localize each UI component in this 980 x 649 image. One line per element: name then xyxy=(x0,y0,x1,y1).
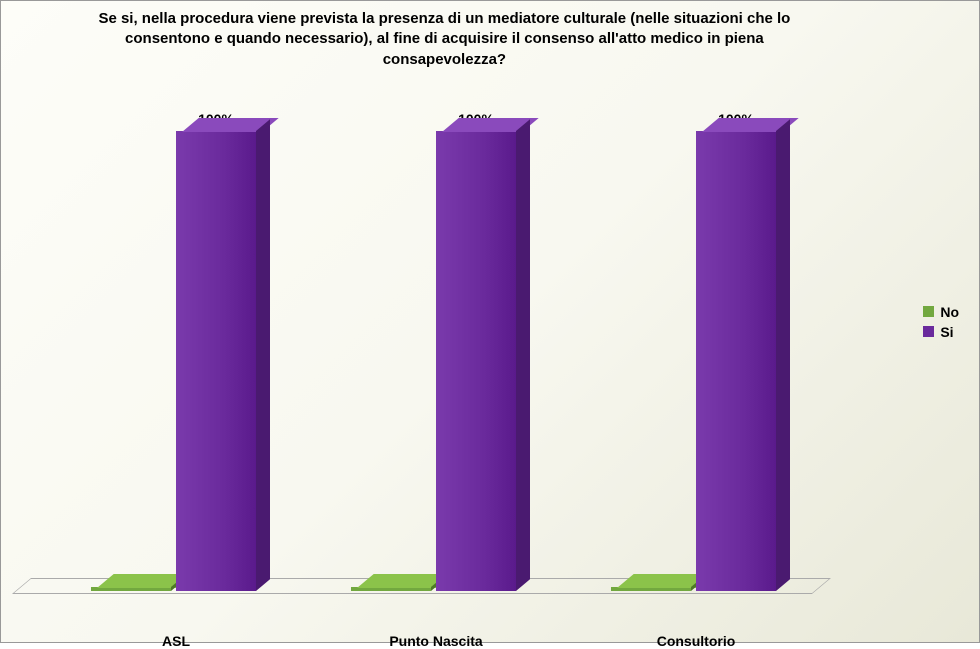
legend-label-no: No xyxy=(940,304,959,320)
chart-container: Se si, nella procedura viene prevista la… xyxy=(0,0,980,643)
x-label-asl: ASL xyxy=(91,633,261,649)
x-label-consultorio: Consultorio xyxy=(611,633,781,649)
chart-title: Se si, nella procedura viene prevista la… xyxy=(64,9,824,70)
legend-item-no: No xyxy=(923,304,959,320)
bar-group-punto-nascita: 100% xyxy=(351,131,521,591)
bar-group-consultorio: 100% xyxy=(611,131,781,591)
bar-face xyxy=(696,131,776,591)
legend: No Si xyxy=(923,300,959,344)
bar-side xyxy=(256,119,270,591)
bar-side xyxy=(776,119,790,591)
legend-label-si: Si xyxy=(940,324,953,340)
bar-face xyxy=(176,131,256,591)
legend-item-si: Si xyxy=(923,324,959,340)
bar-side xyxy=(516,119,530,591)
legend-swatch-no xyxy=(923,306,934,317)
x-label-punto-nascita: Punto Nascita xyxy=(351,633,521,649)
bar-face xyxy=(436,131,516,591)
legend-swatch-si xyxy=(923,326,934,337)
plot-area: 100% 100% xyxy=(31,101,831,591)
bar-group-asl: 100% xyxy=(91,131,261,591)
